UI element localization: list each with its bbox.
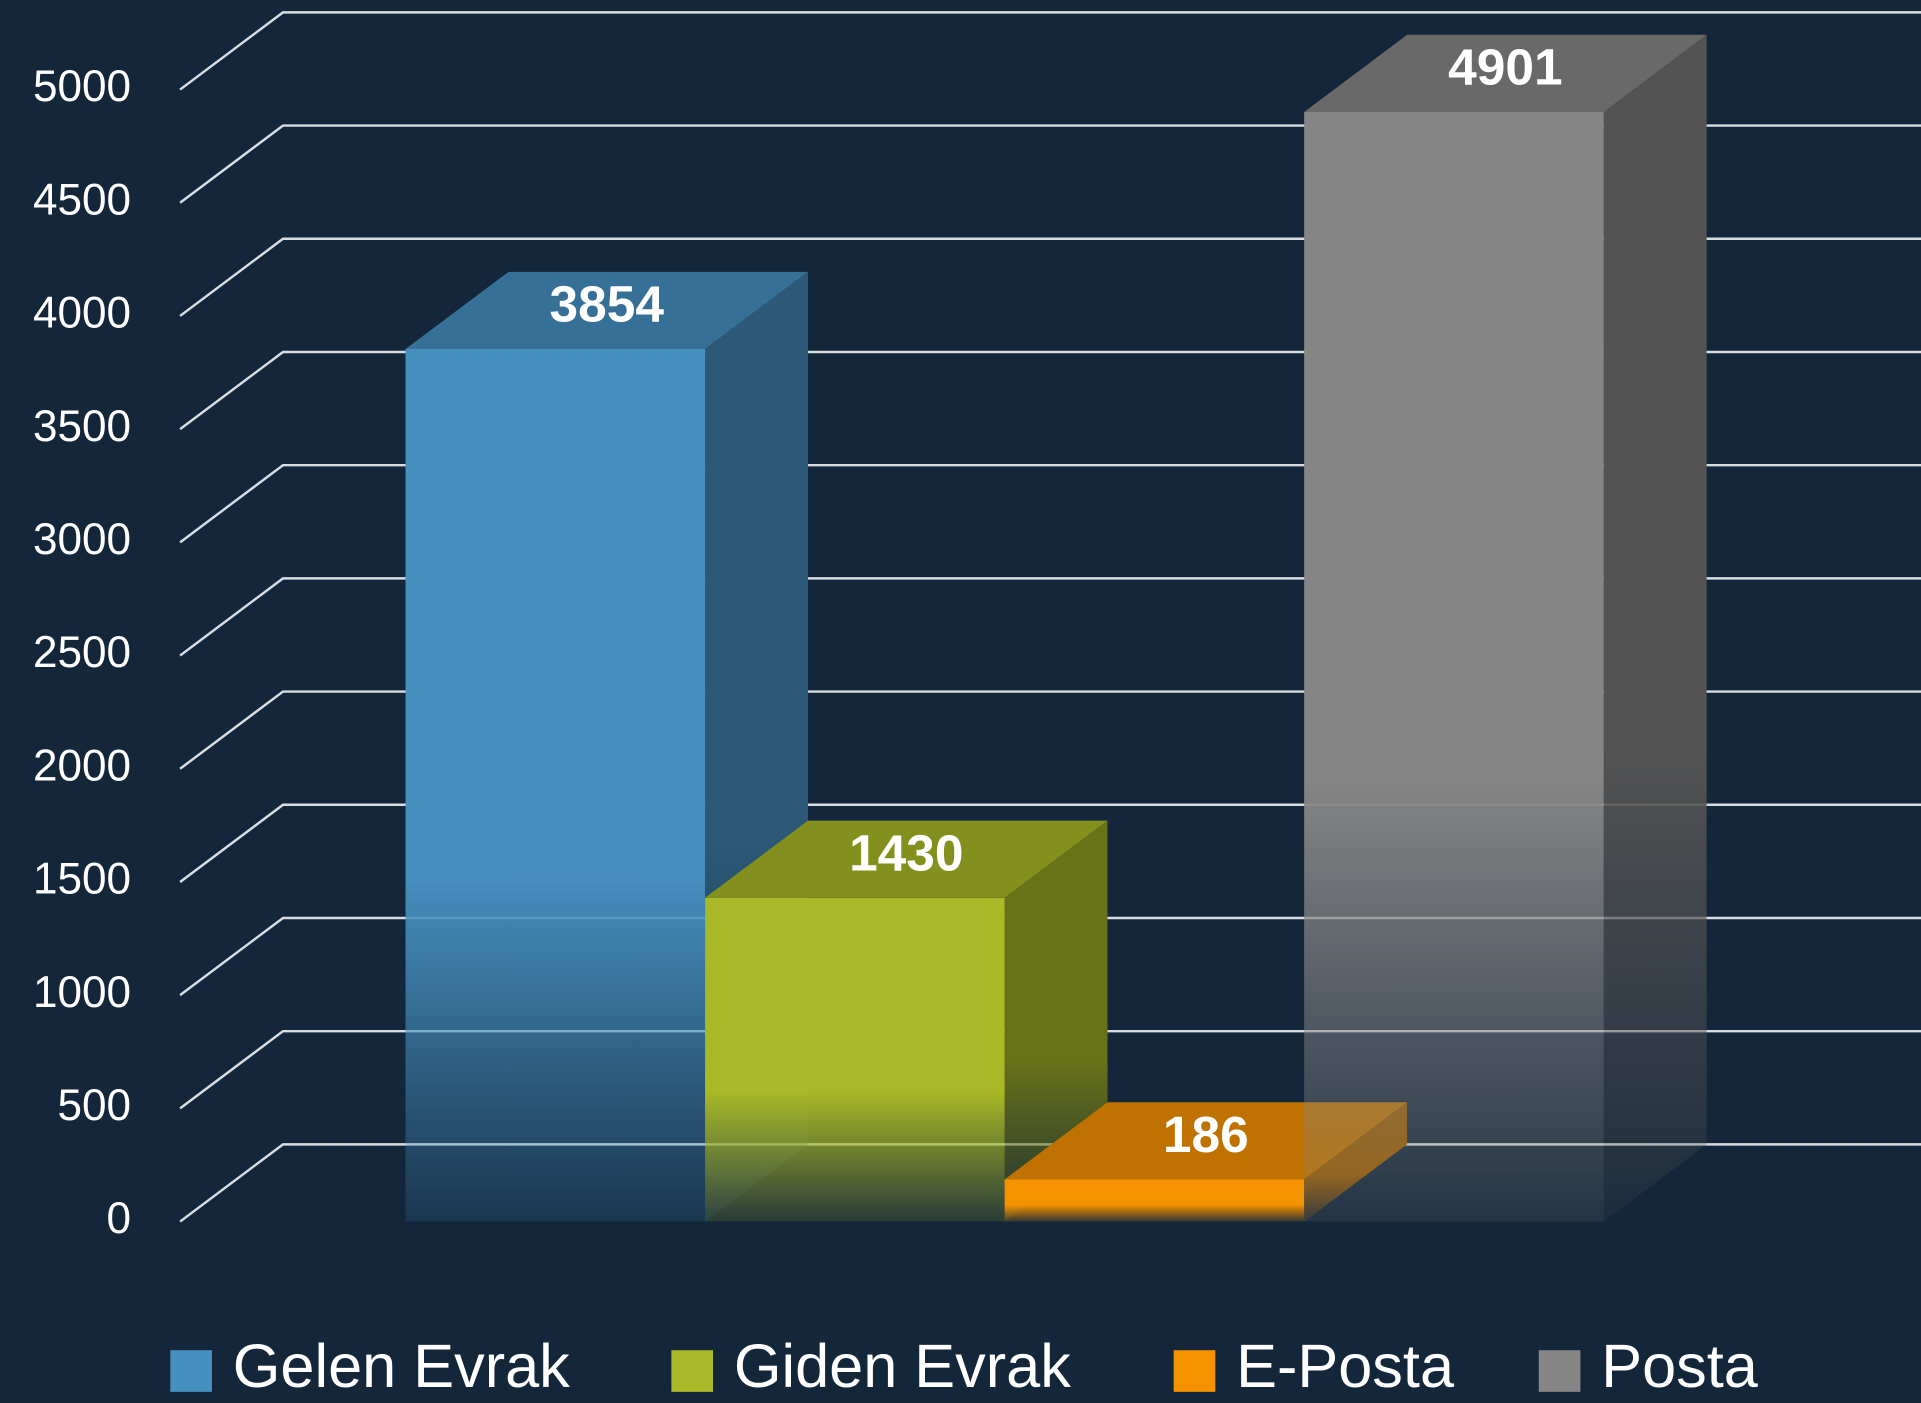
data-label: 186 xyxy=(1163,1105,1249,1163)
bar-top xyxy=(405,271,808,350)
y-tick-label: 0 xyxy=(107,1194,132,1243)
bar xyxy=(405,349,706,1222)
y-tick-label: 2500 xyxy=(33,628,131,677)
legend-swatch xyxy=(170,1350,212,1392)
legend-swatch xyxy=(671,1350,714,1392)
legend-swatch xyxy=(1173,1350,1216,1392)
legend-label: Posta xyxy=(1601,1332,1759,1400)
legend-label: E-Posta xyxy=(1236,1332,1455,1400)
data-label: 3854 xyxy=(550,275,665,333)
bar-side xyxy=(1603,34,1707,1222)
legend-label: Giden Evrak xyxy=(734,1332,1071,1400)
y-tick-label: 500 xyxy=(58,1081,132,1130)
data-label: 4901 xyxy=(1448,38,1562,96)
y-tick-label: 3500 xyxy=(33,402,131,451)
y-tick-label: 5000 xyxy=(33,62,131,111)
bar-top xyxy=(705,820,1108,898)
bar-side xyxy=(1004,820,1108,1222)
legend-swatch xyxy=(1538,1350,1581,1392)
y-tick-label: 4500 xyxy=(33,175,131,224)
data-label: 1430 xyxy=(849,823,963,881)
grid-line xyxy=(179,11,1921,91)
y-tick-label: 3000 xyxy=(33,515,131,564)
bar xyxy=(1004,1179,1305,1222)
y-tick-label: 2000 xyxy=(33,741,131,790)
legend-label: Gelen Evrak xyxy=(233,1332,570,1400)
y-tick-label: 4000 xyxy=(33,289,131,338)
bar-top xyxy=(1304,34,1707,112)
bar xyxy=(1304,111,1604,1222)
y-tick-label: 1000 xyxy=(33,968,131,1017)
y-tick-label: 1500 xyxy=(33,855,131,904)
bar xyxy=(705,897,1005,1222)
